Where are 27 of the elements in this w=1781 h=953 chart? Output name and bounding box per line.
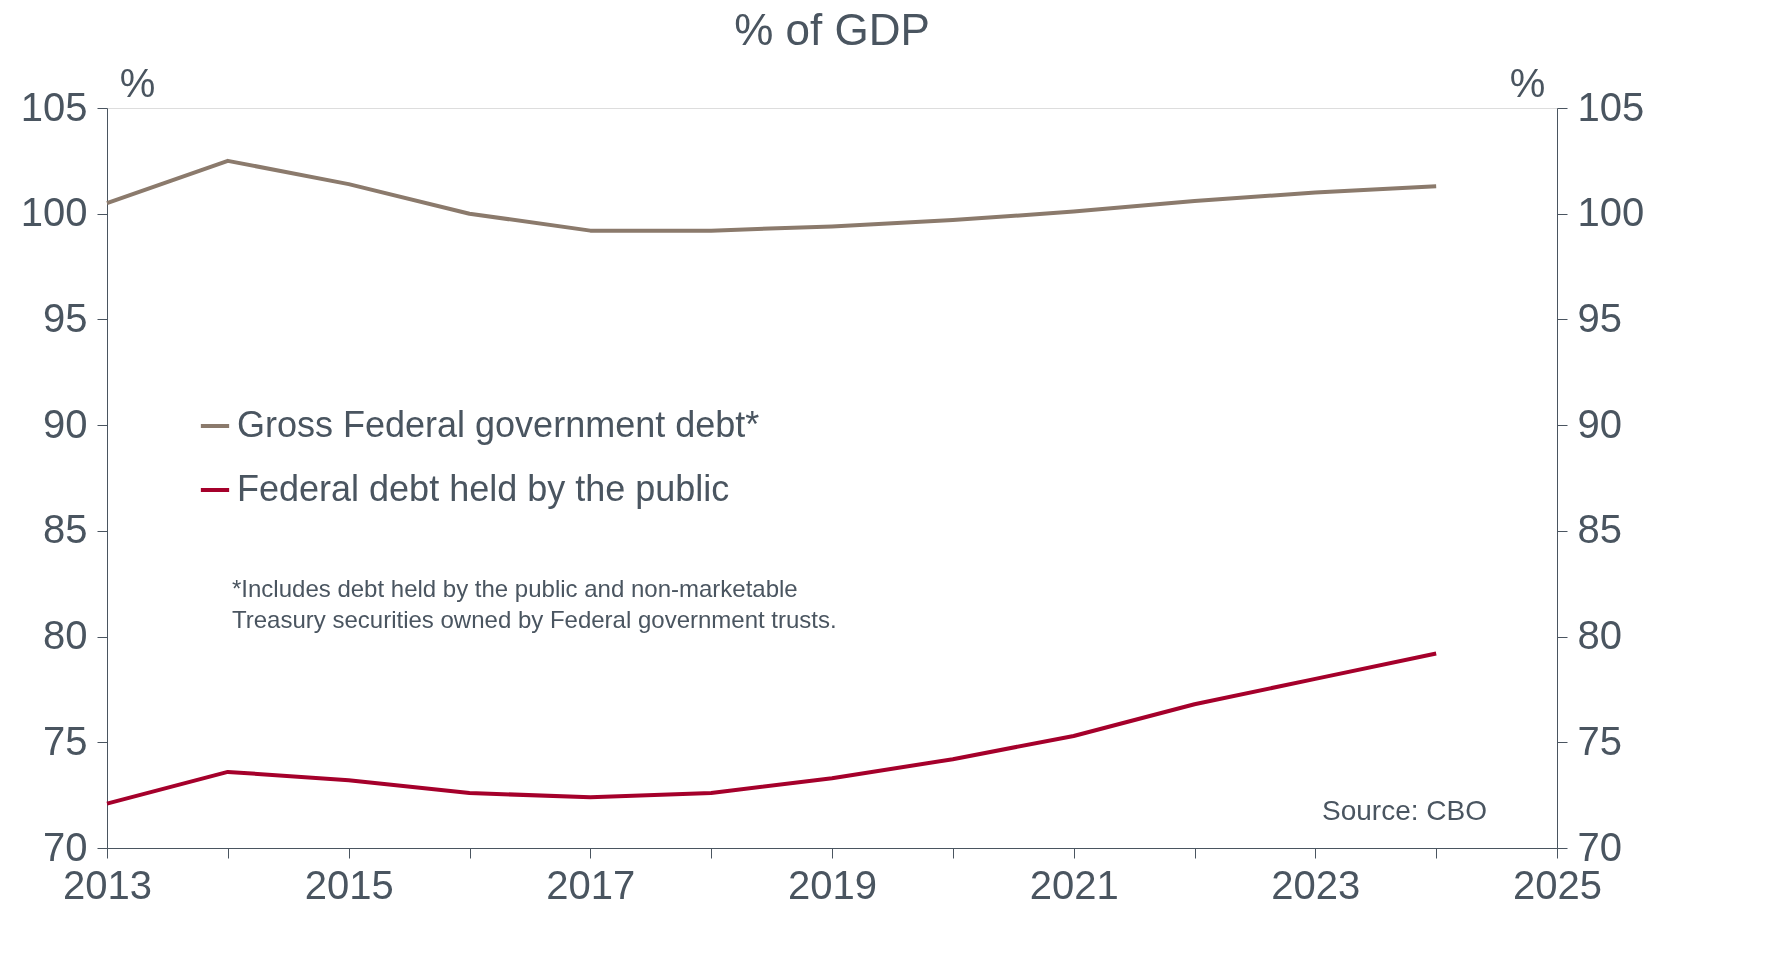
y-tick-label: 100 [20, 190, 88, 235]
y-tick-label: 80 [43, 613, 88, 658]
y-tick-label: 90 [43, 401, 88, 446]
legend-label: Gross Federal government debt* [237, 404, 760, 445]
x-tick-label: 2015 [304, 862, 394, 907]
annotation: *Includes debt held by the public and non-marketable Treasury securities owned by Federal government trusts. [232, 575, 837, 634]
annotation: Source: CBO [1322, 795, 1487, 826]
x-tick-label: 2017 [546, 862, 636, 907]
y-tick-label: 95 [43, 295, 88, 340]
y2-axis-title: % [1509, 60, 1546, 105]
x-tick-label: 2023 [1271, 862, 1361, 907]
y2-tick-label: 105 [1577, 84, 1645, 129]
x-tick-label: 2019 [788, 862, 877, 907]
chart-title: % of GDP [734, 5, 930, 54]
y-tick-label: 85 [43, 507, 88, 552]
x-tick-label: 2021 [1029, 862, 1119, 907]
y2-tick-label: 95 [1577, 295, 1622, 340]
line-series [105, 158, 1439, 233]
y2-tick-label: 75 [1577, 718, 1622, 763]
y2-tick-label: 80 [1577, 613, 1622, 658]
y-tick-label: 75 [43, 718, 88, 763]
y2-tick-label: 90 [1577, 401, 1622, 446]
y-axis-title: % [119, 60, 156, 105]
y-tick-label: 105 [20, 84, 88, 129]
y2-tick-label: 100 [1577, 190, 1645, 235]
legend-label: Federal debt held by the public [237, 468, 730, 509]
y2-tick-label: 85 [1577, 507, 1622, 552]
